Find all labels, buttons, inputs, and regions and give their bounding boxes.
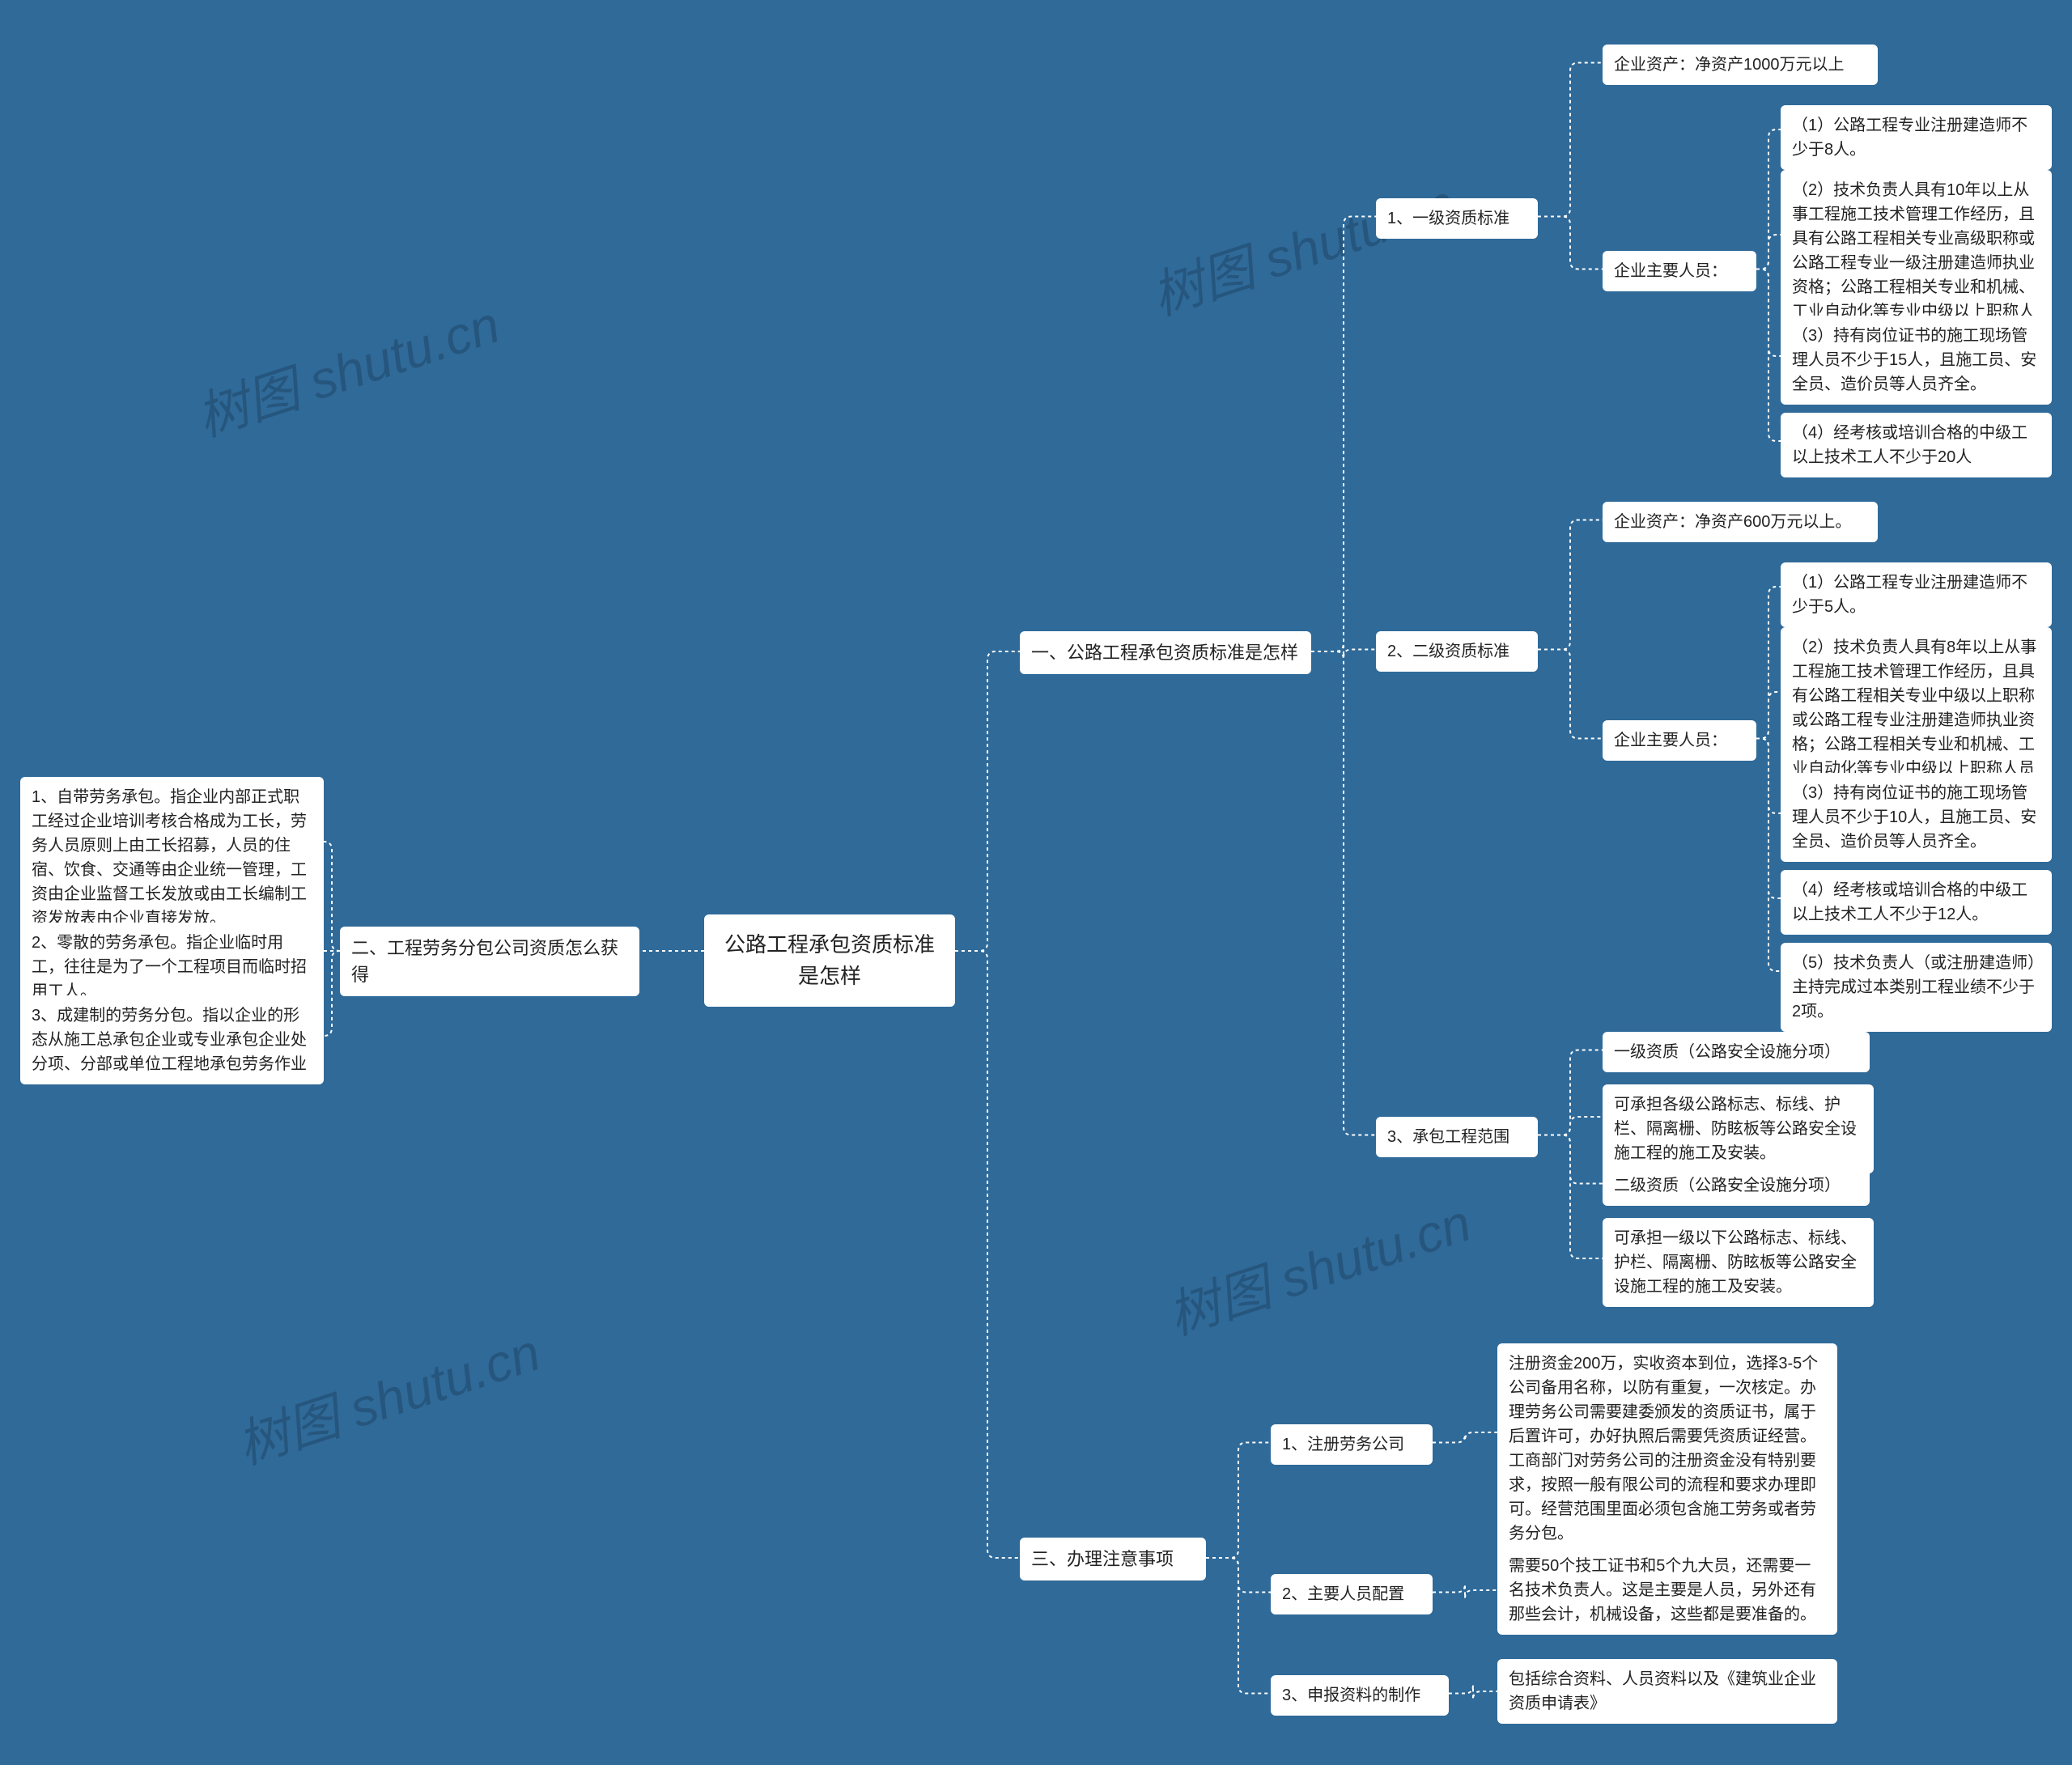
mindmap-node: 1、一级资质标准 bbox=[1376, 198, 1538, 239]
mindmap-node: 公路工程承包资质标准是怎样 bbox=[704, 914, 955, 1007]
node-text: 3、承包工程范围 bbox=[1387, 1125, 1509, 1149]
node-text: 二、工程劳务分包公司资质怎么获得 bbox=[351, 935, 628, 988]
mindmap-node: 可承担一级以下公路标志、标线、护栏、隔离栅、防眩板等公路安全设施工程的施工及安装… bbox=[1603, 1218, 1874, 1307]
mindmap-node: 二、工程劳务分包公司资质怎么获得 bbox=[340, 927, 639, 996]
node-text: 1、自带劳务承包。指企业内部正式职工经过企业培训考核合格成为工长，劳务人员原则上… bbox=[32, 785, 312, 931]
connector bbox=[1433, 1432, 1497, 1443]
connector bbox=[1538, 1050, 1603, 1135]
connector bbox=[1311, 651, 1376, 1135]
node-text: 需要50个技工证书和5个九大员，还需要一名技术负责人。这是主要是人员，另外还有那… bbox=[1509, 1554, 1826, 1627]
mindmap-node: 企业资产：净资产600万元以上。 bbox=[1603, 502, 1878, 542]
mindmap-node: 3、承包工程范围 bbox=[1376, 1117, 1538, 1157]
node-text: （1）公路工程专业注册建造师不少于5人。 bbox=[1792, 571, 2040, 619]
connector bbox=[1538, 1135, 1603, 1259]
node-text: （3）持有岗位证书的施工现场管理人员不少于15人，且施工员、安全员、造价员等人员… bbox=[1792, 324, 2040, 397]
connector bbox=[1206, 1558, 1271, 1593]
mindmap-node: （3）持有岗位证书的施工现场管理人员不少于10人，且施工员、安全员、造价员等人员… bbox=[1781, 773, 2052, 862]
connector bbox=[1311, 217, 1376, 652]
node-text: （1）公路工程专业注册建造师不少于8人。 bbox=[1792, 113, 2040, 162]
mindmap-node: 1、自带劳务承包。指企业内部正式职工经过企业培训考核合格成为工长，劳务人员原则上… bbox=[20, 777, 324, 939]
mindmap-node: （4）经考核或培训合格的中级工以上技术工人不少于12人。 bbox=[1781, 870, 2052, 935]
connector bbox=[1311, 643, 1376, 658]
node-text: （3）持有岗位证书的施工现场管理人员不少于10人，且施工员、安全员、造价员等人员… bbox=[1792, 781, 2040, 854]
mindmap-node: 注册资金200万，实收资本到位，选择3-5个公司备用名称，以防有重复，一次核定。… bbox=[1497, 1343, 1837, 1554]
connector bbox=[1756, 235, 1781, 269]
connector bbox=[1756, 739, 1781, 899]
mindmap-node: 一级资质（公路安全设施分项） bbox=[1603, 1032, 1870, 1072]
watermark: 树图 shutu.cn bbox=[1157, 1182, 1479, 1349]
node-text: 二级资质（公路安全设施分项） bbox=[1614, 1173, 1841, 1198]
node-text: 企业主要人员： bbox=[1614, 259, 1727, 283]
node-text: 3、成建制的劳务分包。指以企业的形态从施工总承包企业或专业承包企业处分项、分部或… bbox=[32, 1003, 312, 1076]
connector bbox=[1756, 587, 1781, 739]
mindmap-node: 2、二级资质标准 bbox=[1376, 631, 1538, 672]
connector bbox=[1206, 1558, 1271, 1694]
connector bbox=[1538, 63, 1603, 217]
node-text: 1、一级资质标准 bbox=[1387, 206, 1509, 231]
node-text: （4）经考核或培训合格的中级工以上技术工人不少于12人。 bbox=[1792, 878, 2040, 927]
connector bbox=[1756, 269, 1781, 357]
connector bbox=[324, 842, 340, 951]
mindmap-node: 一、公路工程承包资质标准是怎样 bbox=[1020, 631, 1311, 674]
mindmap-node: （3）持有岗位证书的施工现场管理人员不少于15人，且施工员、安全员、造价员等人员… bbox=[1781, 316, 2052, 405]
mindmap-node: （4）经考核或培训合格的中级工以上技术工人不少于20人 bbox=[1781, 413, 2052, 477]
node-text: 包括综合资料、人员资料以及《建筑业企业资质申请表》 bbox=[1509, 1667, 1826, 1716]
node-text: 2、二级资质标准 bbox=[1387, 639, 1509, 664]
mindmap-node: （1）公路工程专业注册建造师不少于5人。 bbox=[1781, 562, 2052, 627]
watermark: 树图 shutu.cn bbox=[227, 1311, 548, 1479]
node-text: 公路工程承包资质标准是怎样 bbox=[720, 929, 939, 992]
connector bbox=[1449, 1686, 1497, 1700]
mindmap-canvas: 树图 shutu.cn 树图 shutu.cn 树图 shutu.cn 树图 shut… bbox=[0, 0, 2072, 1765]
connector bbox=[1756, 692, 1781, 739]
connector bbox=[1538, 1117, 1603, 1135]
connector bbox=[1538, 1135, 1603, 1184]
mindmap-node: 1、注册劳务公司 bbox=[1271, 1424, 1433, 1465]
connector bbox=[1538, 217, 1603, 269]
node-text: （5）技术负责人（或注册建造师）主持完成过本类别工程业绩不少于2项。 bbox=[1792, 951, 2040, 1024]
node-text: 3、申报资料的制作 bbox=[1282, 1683, 1420, 1708]
node-text: 可承担一级以下公路标志、标线、护栏、隔离栅、防眩板等公路安全设施工程的施工及安装… bbox=[1614, 1226, 1862, 1299]
connector bbox=[1206, 1443, 1271, 1559]
node-text: 企业资产：净资产600万元以上。 bbox=[1614, 510, 1851, 534]
connector bbox=[1433, 1585, 1497, 1599]
watermark: 树图 shutu.cn bbox=[186, 283, 507, 451]
connector bbox=[1756, 739, 1781, 814]
mindmap-node: 包括综合资料、人员资料以及《建筑业企业资质申请表》 bbox=[1497, 1659, 1837, 1724]
node-text: 一、公路工程承包资质标准是怎样 bbox=[1031, 639, 1298, 666]
node-text: 2、零散的劳务承包。指企业临时用工，往往是为了一个工程项目而临时招用工人。 bbox=[32, 931, 312, 1003]
mindmap-node: 三、办理注意事项 bbox=[1020, 1538, 1206, 1580]
node-text: 2、主要人员配置 bbox=[1282, 1582, 1404, 1606]
mindmap-node: 企业资产：净资产1000万元以上 bbox=[1603, 45, 1878, 85]
mindmap-node: 可承担各级公路标志、标线、护栏、隔离栅、防眩板等公路安全设施工程的施工及安装。 bbox=[1603, 1084, 1874, 1173]
mindmap-node: 需要50个技工证书和5个九大员，还需要一名技术负责人。这是主要是人员，另外还有那… bbox=[1497, 1546, 1837, 1635]
mindmap-node: 3、申报资料的制作 bbox=[1271, 1675, 1449, 1716]
node-text: 一级资质（公路安全设施分项） bbox=[1614, 1040, 1841, 1064]
mindmap-node: 2、主要人员配置 bbox=[1271, 1574, 1433, 1614]
mindmap-node: （1）公路工程专业注册建造师不少于8人。 bbox=[1781, 105, 2052, 170]
connector bbox=[1538, 650, 1603, 739]
mindmap-node: 3、成建制的劳务分包。指以企业的形态从施工总承包企业或专业承包企业处分项、分部或… bbox=[20, 995, 324, 1084]
node-text: 注册资金200万，实收资本到位，选择3-5个公司备用名称，以防有重复，一次核定。… bbox=[1509, 1351, 1826, 1546]
connector bbox=[1756, 129, 1781, 269]
mindmap-node: （5）技术负责人（或注册建造师）主持完成过本类别工程业绩不少于2项。 bbox=[1781, 943, 2052, 1032]
connector bbox=[1756, 739, 1781, 972]
connector bbox=[1756, 269, 1781, 442]
connector bbox=[324, 951, 340, 1036]
node-text: 企业主要人员： bbox=[1614, 728, 1727, 753]
mindmap-node: 企业主要人员： bbox=[1603, 720, 1756, 761]
mindmap-node: 企业主要人员： bbox=[1603, 251, 1756, 291]
node-text: （4）经考核或培训合格的中级工以上技术工人不少于20人 bbox=[1792, 421, 2040, 469]
node-text: 1、注册劳务公司 bbox=[1282, 1432, 1404, 1457]
watermark: 树图 shutu.cn bbox=[1141, 162, 1463, 329]
connector bbox=[955, 951, 1020, 1558]
connector bbox=[955, 651, 1020, 951]
node-text: 可承担各级公路标志、标线、护栏、隔离栅、防眩板等公路安全设施工程的施工及安装。 bbox=[1614, 1093, 1862, 1165]
mindmap-node: 二级资质（公路安全设施分项） bbox=[1603, 1165, 1870, 1206]
node-text: 三、办理注意事项 bbox=[1031, 1546, 1174, 1572]
connector bbox=[1538, 520, 1603, 650]
node-text: 企业资产：净资产1000万元以上 bbox=[1614, 53, 1845, 77]
